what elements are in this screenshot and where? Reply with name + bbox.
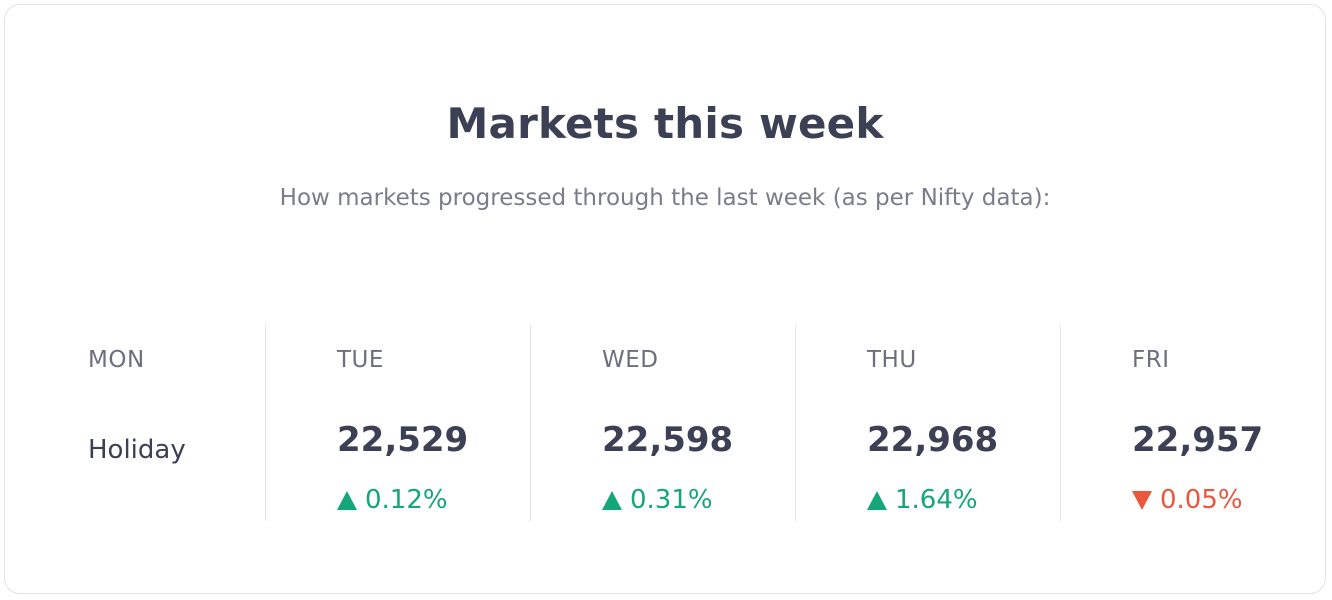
change-percent: 0.05% [1160, 485, 1243, 515]
day-column-fri: FRI 22,957 0.05% [1060, 325, 1274, 521]
nifty-close-value: 22,968 [867, 420, 999, 460]
day-label: FRI [1132, 347, 1170, 373]
holiday-status: Holiday [88, 435, 186, 465]
day-column-mon: MON Holiday [84, 325, 265, 521]
day-column-tue: TUE 22,529 0.12% [265, 325, 530, 521]
week-days-row: MON Holiday TUE 22,529 0.12% WED 22,598 … [84, 325, 1274, 521]
triangle-up-icon [602, 490, 622, 510]
nifty-close-value: 22,598 [602, 420, 734, 460]
day-label: THU [867, 347, 917, 373]
change-percent: 0.12% [365, 485, 448, 515]
day-label: TUE [337, 347, 384, 373]
card-subtitle: How markets progressed through the last … [279, 185, 1051, 211]
triangle-up-icon [337, 490, 357, 510]
change-percent: 0.31% [630, 485, 713, 515]
change-badge: 1.64% [867, 487, 978, 513]
nifty-close-value: 22,957 [1132, 420, 1264, 460]
day-label: WED [602, 347, 659, 373]
change-badge: 0.05% [1132, 487, 1243, 513]
change-percent: 1.64% [895, 485, 978, 515]
change-badge: 0.31% [602, 487, 713, 513]
day-label: MON [88, 347, 145, 373]
markets-card: Markets this week How markets progressed… [4, 4, 1326, 594]
day-column-thu: THU 22,968 1.64% [795, 325, 1060, 521]
change-badge: 0.12% [337, 487, 448, 513]
day-column-wed: WED 22,598 0.31% [530, 325, 795, 521]
nifty-close-value: 22,529 [337, 420, 469, 460]
triangle-up-icon [867, 490, 887, 510]
card-title: Markets this week [446, 99, 884, 148]
triangle-down-icon [1132, 490, 1152, 510]
